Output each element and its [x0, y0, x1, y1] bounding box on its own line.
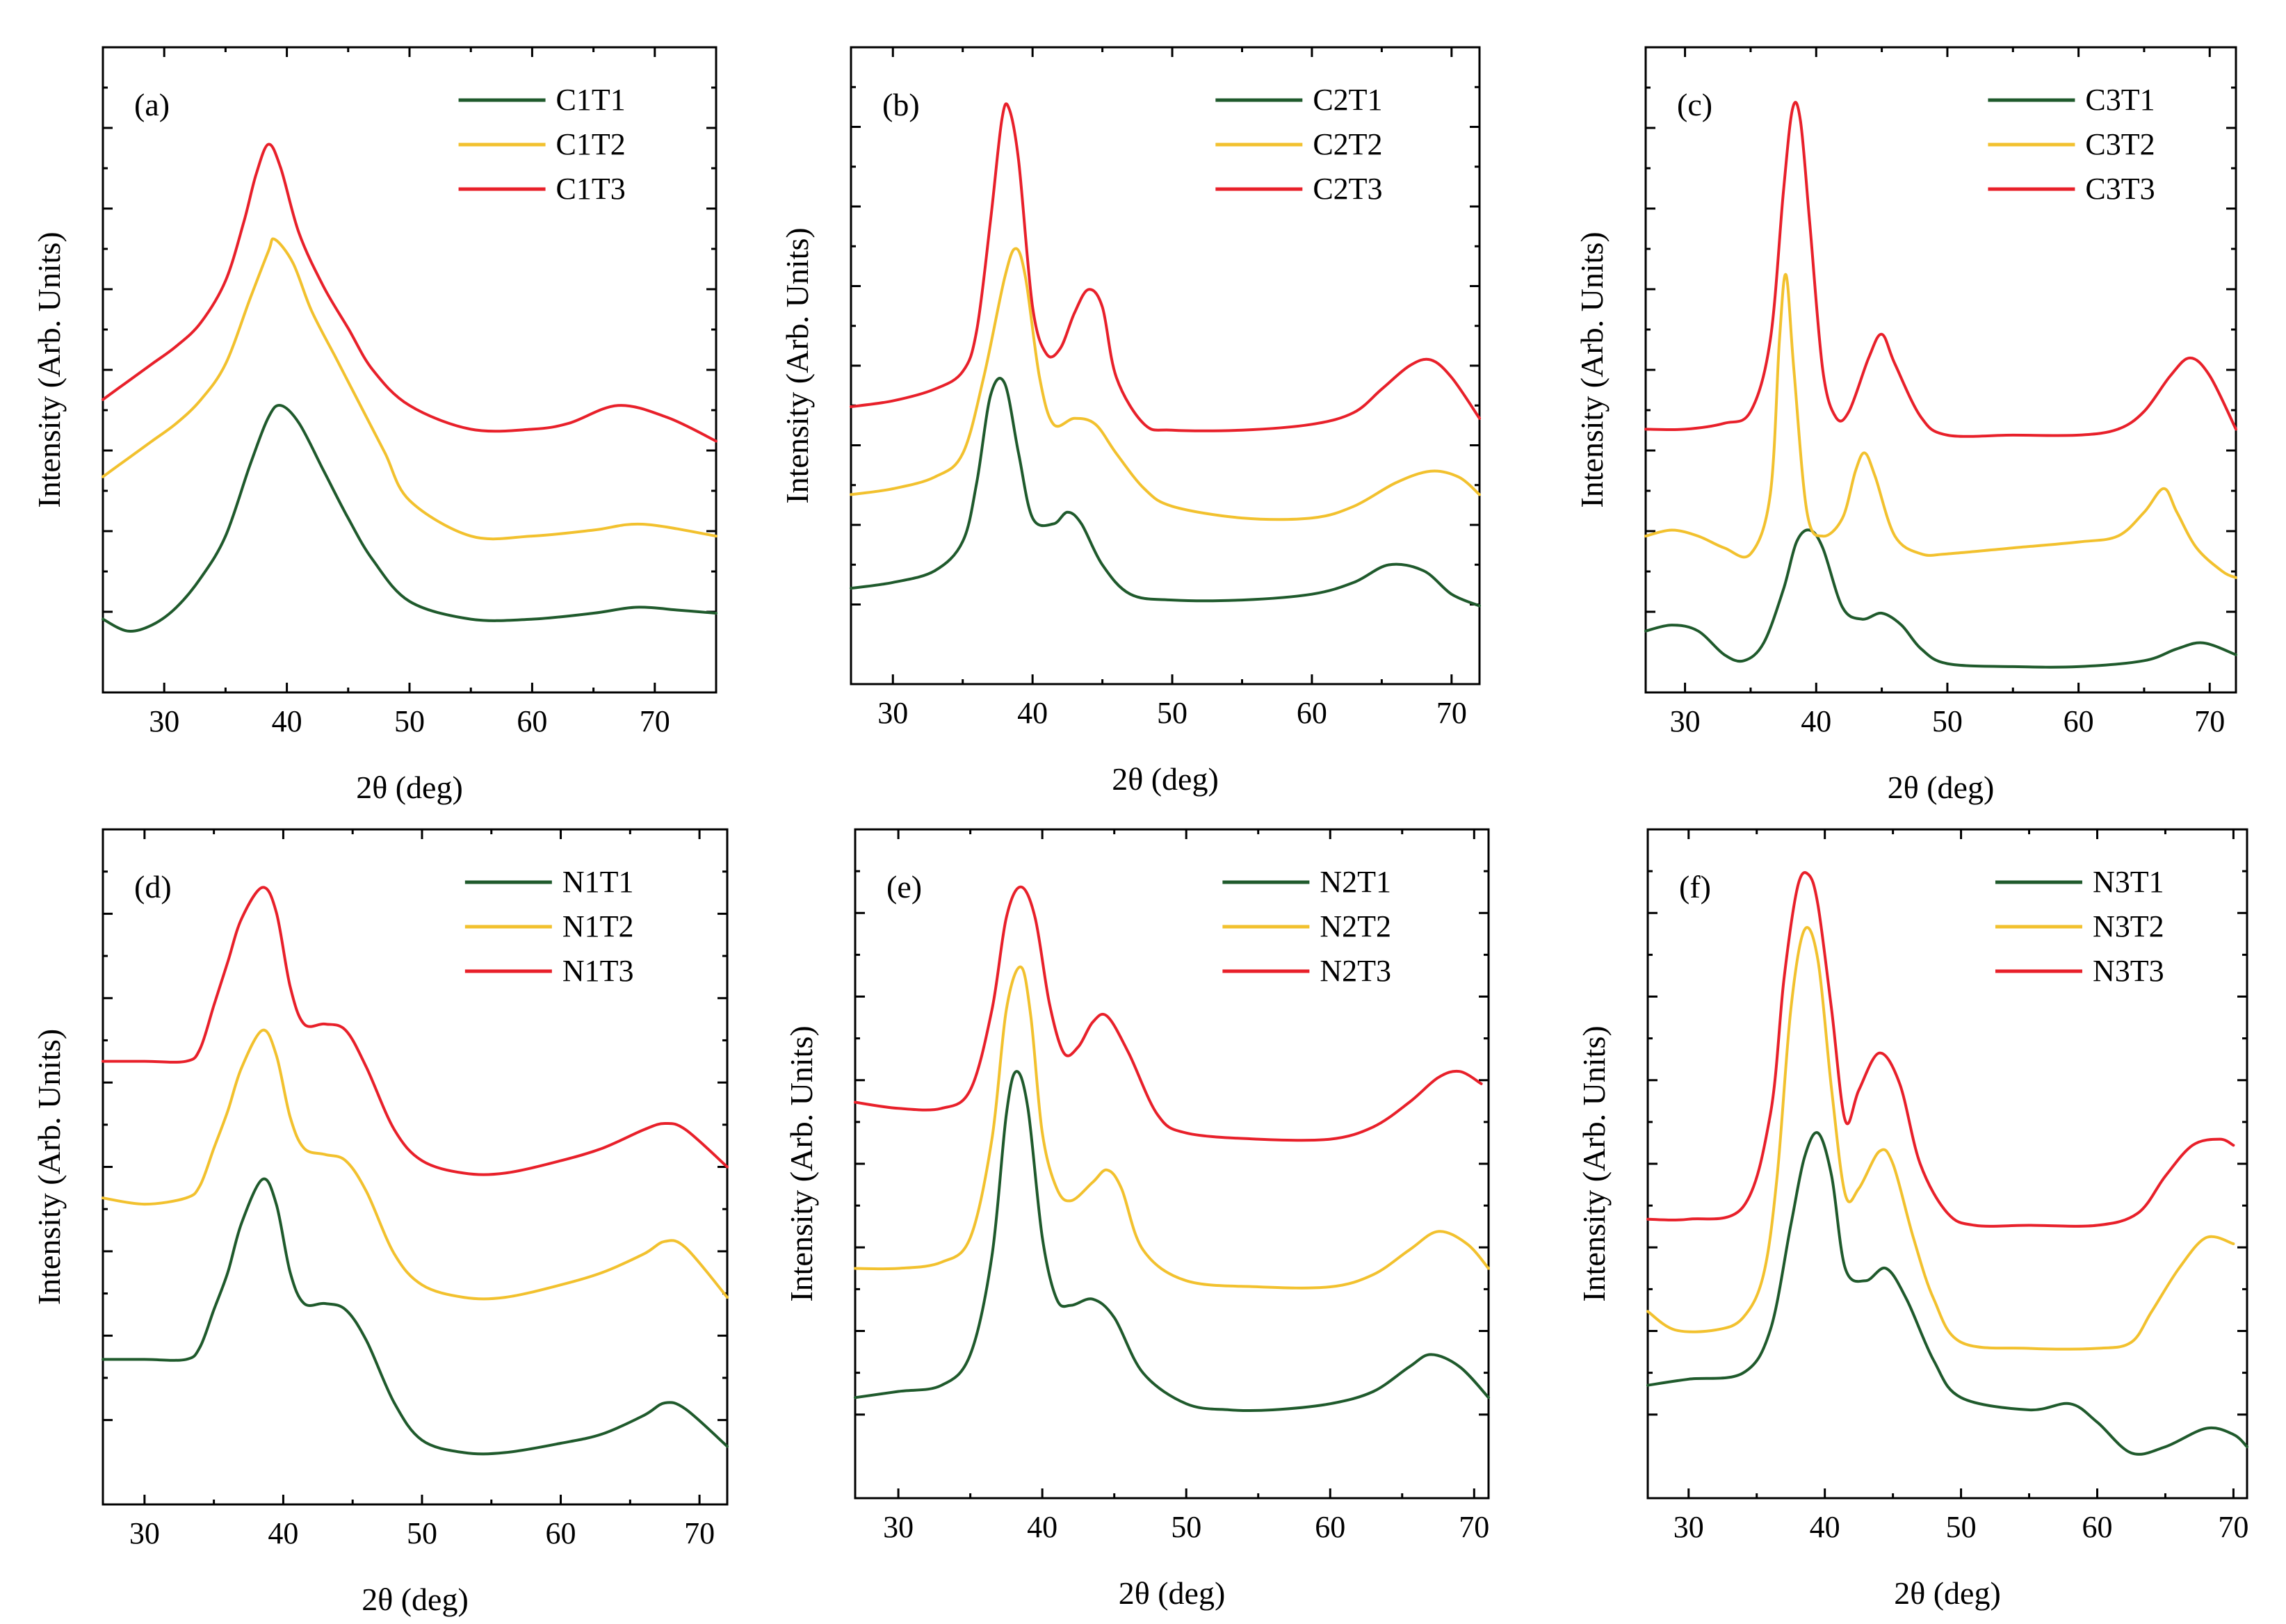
legend-label-C2T2: C2T2 [1313, 127, 1382, 161]
x-axis-label: 2θ (deg) [356, 770, 463, 805]
y-axis-label: Intensity (Arb. Units) [784, 1025, 819, 1301]
y-axis-label: Intensity (Arb. Units) [31, 1029, 67, 1305]
x-tick-label: 70 [2194, 704, 2225, 738]
x-axis-label: 2θ (deg) [1894, 1575, 2001, 1611]
panel-f: 30 40 50 60 70 2θ (deg) Intensity (Arb. Units)… [1576, 828, 2248, 1611]
series-N1T3 [102, 886, 729, 1176]
series-N3T2 [1646, 926, 2235, 1351]
x-axis-label: 2θ (deg) [1119, 1575, 1226, 1611]
panel-e: 30 40 50 60 70 2θ (deg) Intensity (Arb. Units)… [784, 828, 1490, 1611]
series-C3T3 [1644, 101, 2237, 438]
panel-label: (d) [134, 869, 172, 904]
series-C2T2 [850, 247, 1481, 521]
y-axis-label: Intensity (Arb. Units) [779, 227, 815, 503]
series-N2T3 [854, 885, 1483, 1142]
panel-label: (b) [882, 87, 920, 122]
x-tick-label: 30 [877, 696, 908, 730]
legend-label-N3T3: N3T3 [2093, 954, 2164, 988]
x-axis-label: 2θ (deg) [1888, 770, 1995, 805]
x-tick-label: 70 [640, 704, 670, 738]
y-axis-label: Intensity (Arb. Units) [31, 232, 67, 508]
x-tick-label: 50 [1157, 696, 1187, 730]
x-tick-label: 50 [1946, 1510, 1977, 1544]
legend-label-N2T1: N2T1 [1320, 865, 1391, 899]
series-C1T2 [102, 237, 718, 541]
x-tick-label: 60 [546, 1516, 576, 1550]
series-C3T2 [1644, 273, 2237, 579]
x-tick-label: 60 [517, 704, 547, 738]
x-tick-label: 60 [2082, 1510, 2113, 1544]
x-axis-label: 2θ (deg) [1112, 761, 1219, 797]
series-C1T3 [102, 143, 718, 443]
x-tick-label: 30 [1670, 704, 1701, 738]
y-axis-label: Intensity (Arb. Units) [1574, 232, 1610, 508]
legend-label-C3T1: C3T1 [2085, 83, 2155, 117]
legend-label-C1T2: C1T2 [556, 127, 626, 161]
x-tick-label: 40 [1810, 1510, 1840, 1544]
legend-label-N1T2: N1T2 [562, 909, 634, 943]
legend-label-C1T1: C1T1 [556, 83, 626, 117]
series-N2T2 [854, 965, 1490, 1290]
series-N3T1 [1646, 1131, 2248, 1456]
series-N2T1 [854, 1070, 1490, 1413]
legend-label-C3T3: C3T3 [2085, 172, 2155, 206]
legend-label-N3T1: N3T1 [2093, 865, 2164, 899]
panel-label: (a) [134, 87, 170, 122]
panel-c: 30 40 50 60 70 2θ (deg) Intensity (Arb. Units)… [1574, 46, 2237, 805]
x-tick-label: 70 [684, 1516, 715, 1550]
x-tick-label: 30 [129, 1516, 160, 1550]
panel-label: (e) [886, 869, 922, 904]
x-tick-label: 50 [407, 1516, 437, 1550]
x-tick-label: 40 [1027, 1510, 1057, 1544]
x-tick-label: 40 [268, 1516, 298, 1550]
legend-label-N1T1: N1T1 [562, 865, 634, 899]
x-tick-label: 30 [883, 1510, 914, 1544]
x-tick-label: 40 [1801, 704, 1831, 738]
x-tick-label: 70 [1459, 1510, 1489, 1544]
legend-label-C3T2: C3T2 [2085, 127, 2155, 161]
panel-label: (c) [1677, 87, 1712, 122]
x-tick-label: 30 [1673, 1510, 1704, 1544]
x-tick-label: 30 [149, 704, 179, 738]
series-N1T2 [102, 1028, 729, 1301]
plot-frame [850, 46, 1481, 685]
panel-label: (f) [1679, 869, 1711, 904]
legend-label-N3T2: N3T2 [2093, 909, 2164, 943]
x-tick-label: 50 [1932, 704, 1963, 738]
series-N1T1 [102, 1177, 729, 1456]
x-tick-label: 60 [1315, 1510, 1345, 1544]
x-tick-label: 50 [1171, 1510, 1201, 1544]
y-axis-label: Intensity (Arb. Units) [1576, 1025, 1612, 1301]
series-C3T1 [1644, 528, 2237, 669]
panel-b: 30 40 50 60 70 2θ (deg) Intensity (Arb. Units)… [779, 46, 1481, 797]
legend-label-C1T3: C1T3 [556, 172, 626, 206]
x-tick-label: 40 [272, 704, 302, 738]
x-axis-label: 2θ (deg) [362, 1582, 469, 1617]
legend-label-N2T2: N2T2 [1320, 909, 1391, 943]
series-C1T1 [102, 403, 718, 633]
x-tick-label: 60 [2064, 704, 2094, 738]
series-N3T3 [1646, 871, 2235, 1228]
legend-label-C2T1: C2T1 [1313, 83, 1382, 117]
series-C2T1 [850, 377, 1481, 608]
series-C2T3 [850, 102, 1481, 432]
legend-label-C2T3: C2T3 [1313, 172, 1382, 206]
x-tick-label: 70 [2218, 1510, 2248, 1544]
legend-label-N1T3: N1T3 [562, 954, 634, 988]
panel-d: 30 40 50 60 70 2θ (deg) Intensity (Arb. Units)… [31, 828, 729, 1617]
panel-a: 30 40 50 60 70 2θ (deg) Intensity (Arb. Units)… [31, 46, 718, 805]
x-tick-label: 50 [394, 704, 425, 738]
x-tick-label: 40 [1017, 696, 1048, 730]
x-tick-label: 60 [1297, 696, 1327, 730]
x-tick-label: 70 [1436, 696, 1467, 730]
legend-label-N2T3: N2T3 [1320, 954, 1391, 988]
